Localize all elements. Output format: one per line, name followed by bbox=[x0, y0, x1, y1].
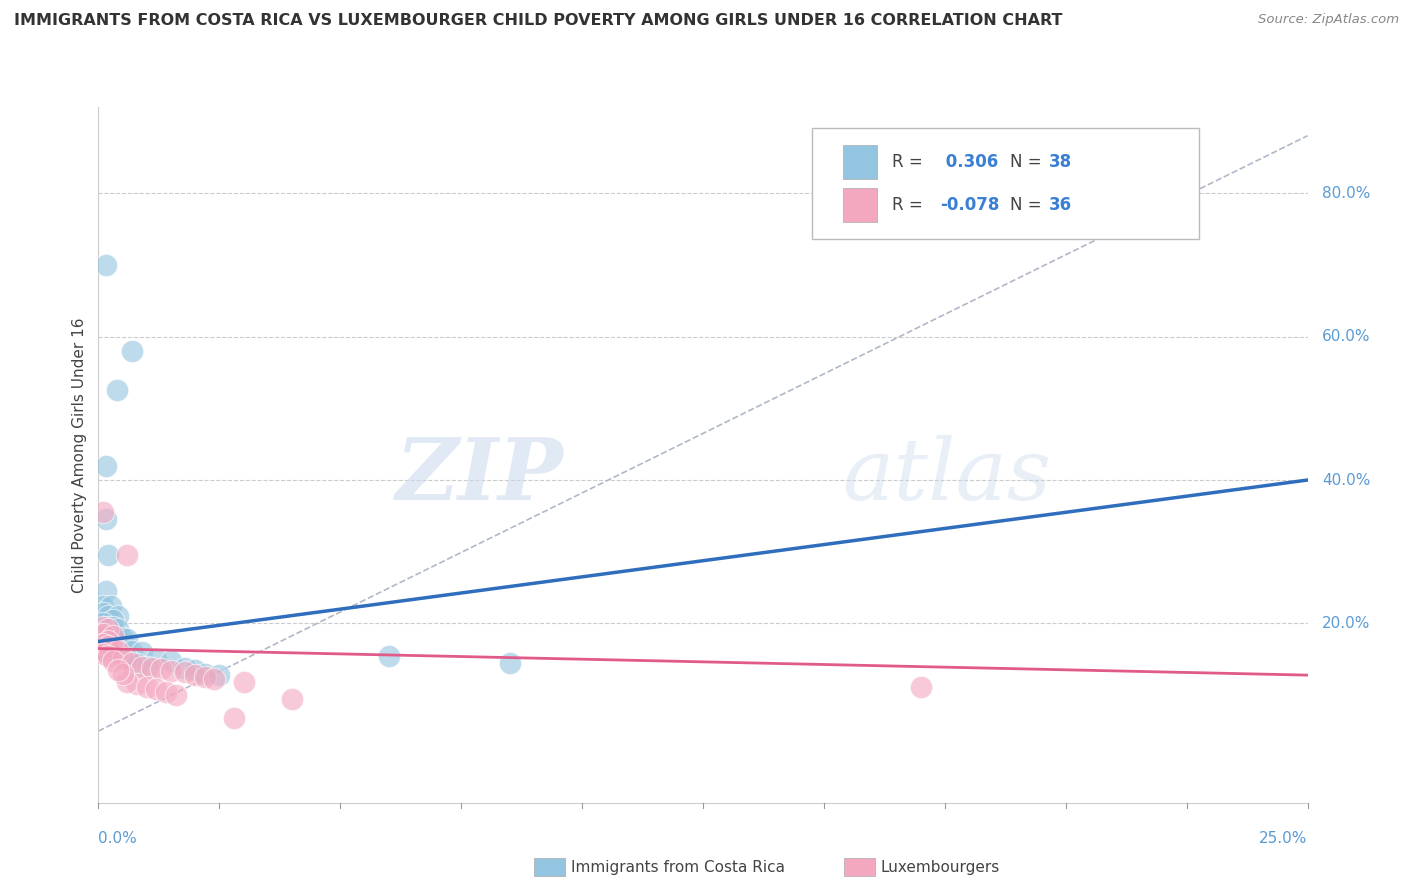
Point bbox=[127, 657, 149, 672]
Point bbox=[145, 652, 167, 666]
Point bbox=[101, 613, 124, 627]
Text: R =: R = bbox=[891, 153, 928, 171]
Text: 80.0%: 80.0% bbox=[1322, 186, 1371, 201]
Point bbox=[160, 654, 183, 668]
Point bbox=[194, 670, 217, 684]
Point bbox=[94, 584, 117, 599]
Point bbox=[184, 668, 207, 682]
Point bbox=[100, 599, 122, 613]
Point bbox=[135, 659, 157, 673]
Point bbox=[117, 651, 139, 665]
Text: N =: N = bbox=[1010, 153, 1047, 171]
Point bbox=[498, 656, 520, 670]
Point bbox=[107, 609, 129, 624]
FancyBboxPatch shape bbox=[844, 188, 877, 222]
Point bbox=[97, 640, 120, 654]
Point bbox=[117, 632, 139, 647]
Point bbox=[222, 711, 245, 725]
Point bbox=[910, 680, 932, 694]
Text: 25.0%: 25.0% bbox=[1260, 830, 1308, 846]
Point bbox=[97, 627, 120, 641]
FancyBboxPatch shape bbox=[844, 145, 877, 178]
Point bbox=[101, 629, 124, 643]
Point bbox=[91, 606, 114, 620]
Text: 36: 36 bbox=[1049, 196, 1071, 214]
Text: 40.0%: 40.0% bbox=[1322, 473, 1371, 488]
Y-axis label: Child Poverty Among Girls Under 16: Child Poverty Among Girls Under 16 bbox=[72, 318, 87, 592]
Point bbox=[141, 661, 163, 675]
Point bbox=[184, 663, 207, 677]
Point bbox=[94, 512, 117, 526]
Text: 20.0%: 20.0% bbox=[1322, 616, 1371, 631]
Point bbox=[117, 549, 139, 563]
Point bbox=[208, 668, 231, 682]
Point bbox=[204, 673, 226, 687]
Point bbox=[107, 622, 129, 636]
Point bbox=[232, 675, 254, 690]
Point bbox=[105, 384, 128, 398]
Text: 0.0%: 0.0% bbox=[98, 830, 138, 846]
Text: Immigrants from Costa Rica: Immigrants from Costa Rica bbox=[571, 860, 785, 874]
Point bbox=[97, 549, 120, 563]
Point bbox=[101, 641, 124, 656]
Point bbox=[150, 662, 173, 676]
Text: -0.078: -0.078 bbox=[941, 196, 1000, 214]
Point bbox=[160, 664, 183, 678]
Text: R =: R = bbox=[891, 196, 928, 214]
Point bbox=[91, 616, 114, 631]
Point bbox=[145, 682, 167, 697]
Text: atlas: atlas bbox=[842, 434, 1052, 517]
Point bbox=[121, 644, 143, 658]
Point bbox=[121, 656, 143, 670]
Text: ZIP: ZIP bbox=[396, 434, 564, 517]
Point bbox=[97, 622, 120, 636]
Point bbox=[97, 641, 120, 656]
Point bbox=[91, 643, 114, 657]
Point bbox=[174, 661, 197, 675]
Point bbox=[111, 631, 134, 645]
Point bbox=[97, 609, 120, 624]
Point bbox=[194, 666, 217, 681]
Point bbox=[91, 627, 114, 641]
Point bbox=[91, 648, 114, 662]
Text: N =: N = bbox=[1010, 196, 1047, 214]
Text: Luxembourgers: Luxembourgers bbox=[880, 860, 1000, 874]
Point bbox=[91, 629, 114, 643]
Point bbox=[91, 505, 114, 519]
Point bbox=[91, 620, 114, 634]
Point bbox=[135, 680, 157, 694]
Text: IMMIGRANTS FROM COSTA RICA VS LUXEMBOURGER CHILD POVERTY AMONG GIRLS UNDER 16 CO: IMMIGRANTS FROM COSTA RICA VS LUXEMBOURG… bbox=[14, 13, 1063, 29]
Point bbox=[127, 677, 149, 691]
Point bbox=[97, 634, 120, 648]
Point bbox=[97, 620, 120, 634]
Point bbox=[94, 258, 117, 272]
Point bbox=[111, 651, 134, 665]
Point bbox=[111, 666, 134, 681]
Point bbox=[94, 458, 117, 473]
Point bbox=[155, 684, 177, 698]
Text: 38: 38 bbox=[1049, 153, 1071, 171]
Point bbox=[97, 648, 120, 663]
Point bbox=[91, 636, 114, 650]
Point bbox=[165, 688, 187, 702]
Point bbox=[101, 620, 124, 634]
Point bbox=[131, 659, 153, 673]
Point bbox=[91, 636, 114, 650]
Point bbox=[117, 675, 139, 690]
Point bbox=[131, 645, 153, 659]
Point bbox=[107, 644, 129, 658]
Point bbox=[121, 343, 143, 358]
Point bbox=[91, 599, 114, 613]
Text: Source: ZipAtlas.com: Source: ZipAtlas.com bbox=[1258, 13, 1399, 27]
Text: 60.0%: 60.0% bbox=[1322, 329, 1371, 344]
Point bbox=[101, 654, 124, 668]
Point bbox=[281, 691, 304, 706]
Point bbox=[101, 638, 124, 652]
Point bbox=[174, 665, 197, 680]
FancyBboxPatch shape bbox=[811, 128, 1199, 239]
Point bbox=[377, 648, 399, 663]
Text: 0.306: 0.306 bbox=[941, 153, 998, 171]
Point bbox=[107, 663, 129, 677]
